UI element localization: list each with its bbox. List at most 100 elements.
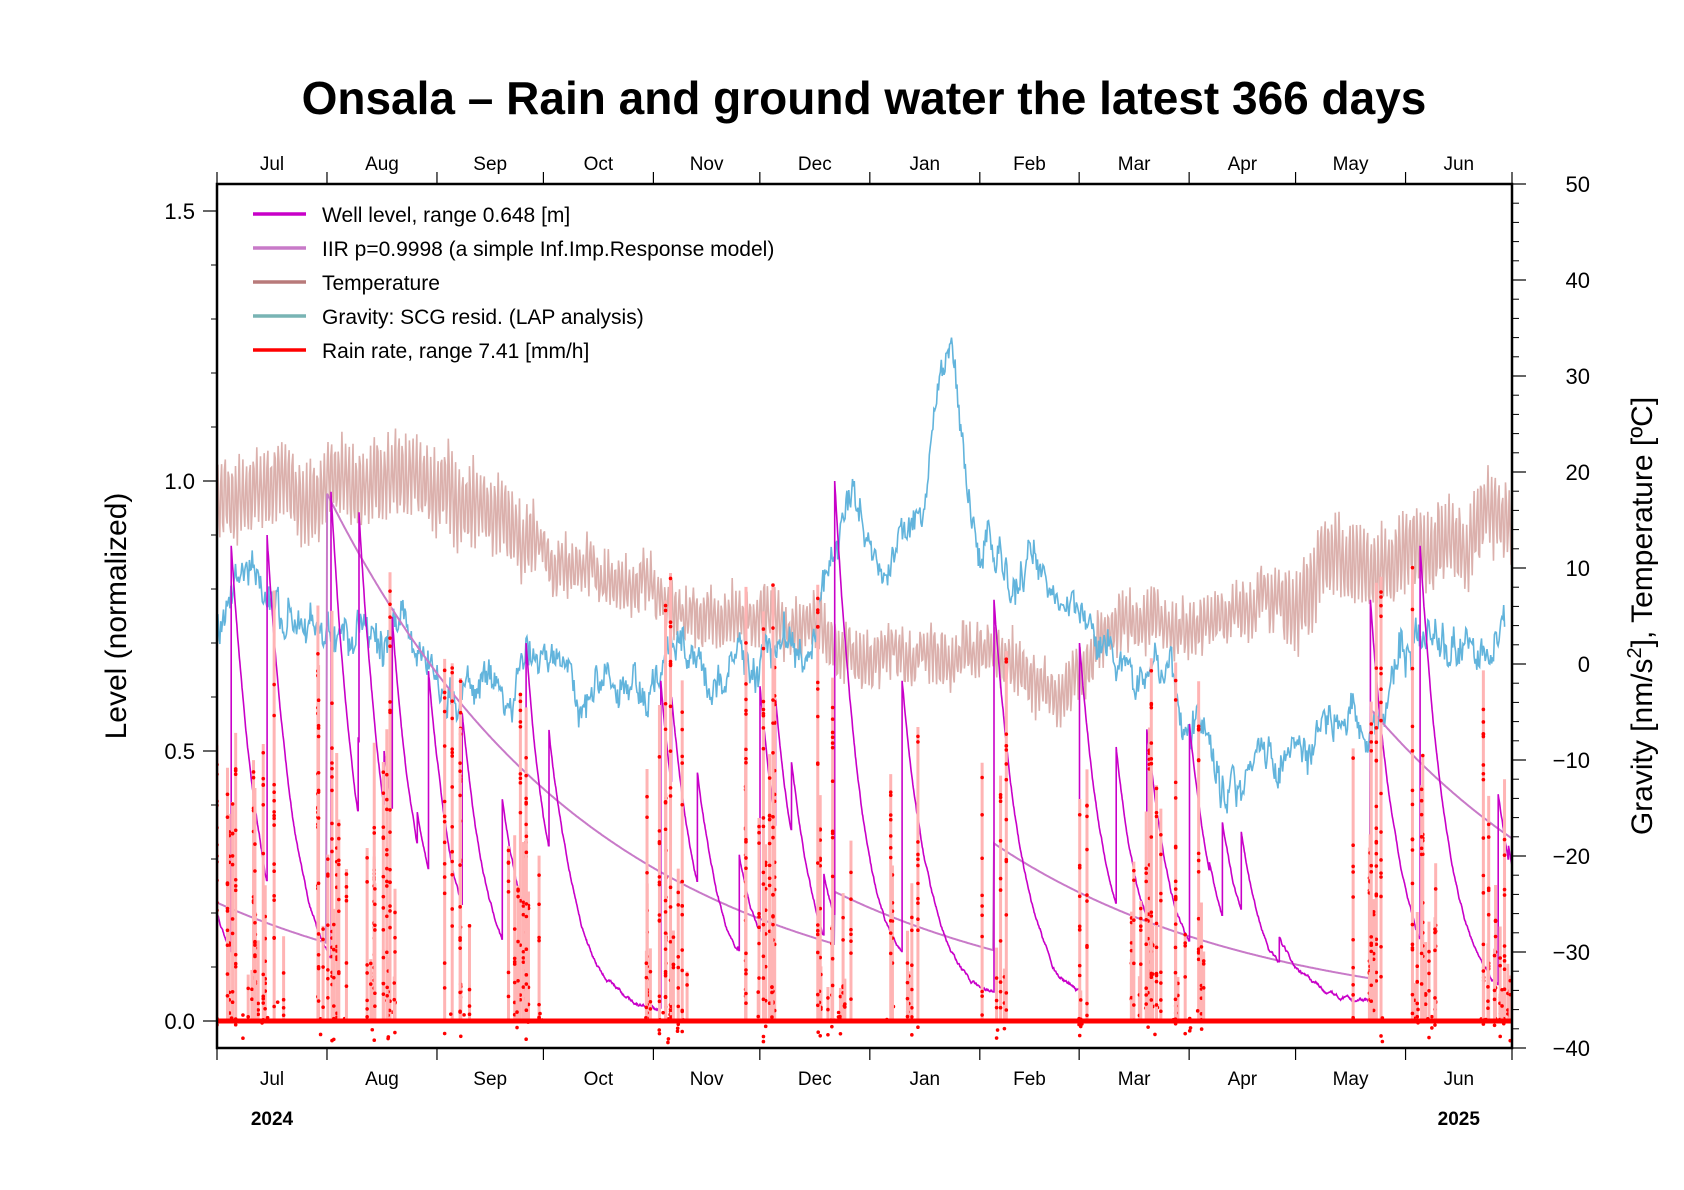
rain-point	[1419, 951, 1424, 956]
rain-point	[1195, 1009, 1200, 1013]
rain-point	[316, 726, 321, 730]
rain-point	[518, 781, 523, 785]
rain-point	[771, 750, 775, 755]
rain-point	[506, 994, 511, 999]
rain-point	[757, 925, 761, 930]
rain-point	[1410, 724, 1415, 729]
rain-point	[767, 814, 772, 818]
rain-point	[1183, 1031, 1187, 1036]
rain-point	[330, 821, 334, 826]
rain-point	[515, 1025, 519, 1030]
rain-point	[1173, 897, 1178, 902]
rain-point	[1183, 975, 1187, 979]
rain-point	[905, 996, 910, 1001]
rain-point	[757, 841, 761, 845]
x-bottom-month-label: Jul	[260, 1069, 284, 1090]
rain-point	[763, 1024, 768, 1029]
rain-point	[668, 659, 673, 664]
rain-point	[849, 870, 853, 875]
rain-point	[744, 760, 748, 765]
rain-point	[241, 1013, 245, 1017]
rain-point	[1146, 1025, 1150, 1029]
rain-point	[256, 1012, 260, 1017]
rain-point	[442, 1031, 447, 1036]
rain-point	[381, 906, 386, 910]
rain-point	[1492, 997, 1497, 1002]
rain-point	[916, 740, 920, 744]
rain-point	[657, 913, 662, 917]
y-left-axis-title: Level (normalized)	[100, 493, 133, 740]
rain-point	[538, 1011, 542, 1016]
rain-point	[815, 1003, 820, 1008]
rain-point	[1187, 1029, 1192, 1033]
gravity-line	[217, 337, 1506, 814]
rain-point	[392, 997, 397, 1002]
rain-point	[1351, 965, 1355, 970]
rain-point	[1369, 949, 1374, 954]
rain-point	[337, 858, 341, 863]
rain-point	[388, 700, 392, 704]
rain-point	[316, 652, 320, 656]
rain-point	[331, 975, 336, 980]
rain-point	[256, 1001, 260, 1006]
rain-point	[680, 754, 685, 759]
x-top-month-label: Feb	[1013, 154, 1046, 175]
rain-point	[657, 880, 662, 885]
rain-point	[761, 707, 766, 712]
rain-point	[668, 749, 673, 753]
rain-point	[253, 869, 257, 873]
rain-point	[388, 867, 392, 872]
rain-point	[230, 854, 235, 858]
rain-point	[448, 1012, 453, 1016]
rain-point	[1481, 763, 1486, 767]
rain-point	[1486, 835, 1491, 839]
rain-point	[1379, 603, 1383, 608]
rain-point	[1004, 1008, 1009, 1012]
rain-point	[1369, 863, 1374, 868]
rain-point	[998, 1005, 1003, 1010]
rain-point	[676, 965, 681, 970]
rain-point	[1144, 866, 1148, 871]
rain-point	[230, 802, 235, 806]
rain-point	[261, 776, 266, 781]
rain-point	[230, 931, 235, 936]
rain-point	[910, 963, 914, 967]
rain-point	[761, 870, 766, 875]
rain-point	[648, 1007, 653, 1011]
rain-point	[680, 1029, 685, 1034]
rain-point	[663, 827, 668, 832]
rain-point	[385, 847, 389, 852]
rain-point	[1492, 988, 1497, 993]
rain-point	[1085, 899, 1089, 903]
y-right-tick-label: 0	[1578, 652, 1590, 677]
rain-point	[676, 903, 681, 907]
rain-point	[1419, 798, 1424, 803]
rain-point	[385, 993, 389, 998]
rain-point	[393, 950, 397, 954]
rain-point	[233, 828, 238, 833]
rain-point	[826, 996, 830, 1000]
rain-point	[1379, 875, 1383, 879]
rain-point	[815, 932, 820, 937]
rain-point	[916, 1025, 920, 1030]
rain-point	[668, 885, 673, 890]
rain-point	[516, 894, 520, 899]
plot-frame	[215, 182, 1514, 1050]
rain-point	[537, 873, 541, 877]
rain-point	[757, 976, 761, 980]
rain-point	[663, 994, 668, 999]
rain-point	[1196, 957, 1201, 962]
rain-point	[657, 919, 662, 923]
rain-point	[761, 954, 766, 959]
rain-point	[1481, 969, 1486, 973]
rain-point	[331, 947, 336, 952]
rain-point	[1369, 983, 1374, 988]
rain-point	[761, 1039, 766, 1044]
rain-point	[1410, 607, 1415, 612]
rain-point	[316, 953, 321, 957]
rain-point	[1410, 1011, 1415, 1016]
rain-point	[1379, 974, 1383, 979]
rain-point	[771, 825, 775, 830]
rain-point	[1427, 949, 1431, 954]
rain-point	[675, 1029, 680, 1033]
